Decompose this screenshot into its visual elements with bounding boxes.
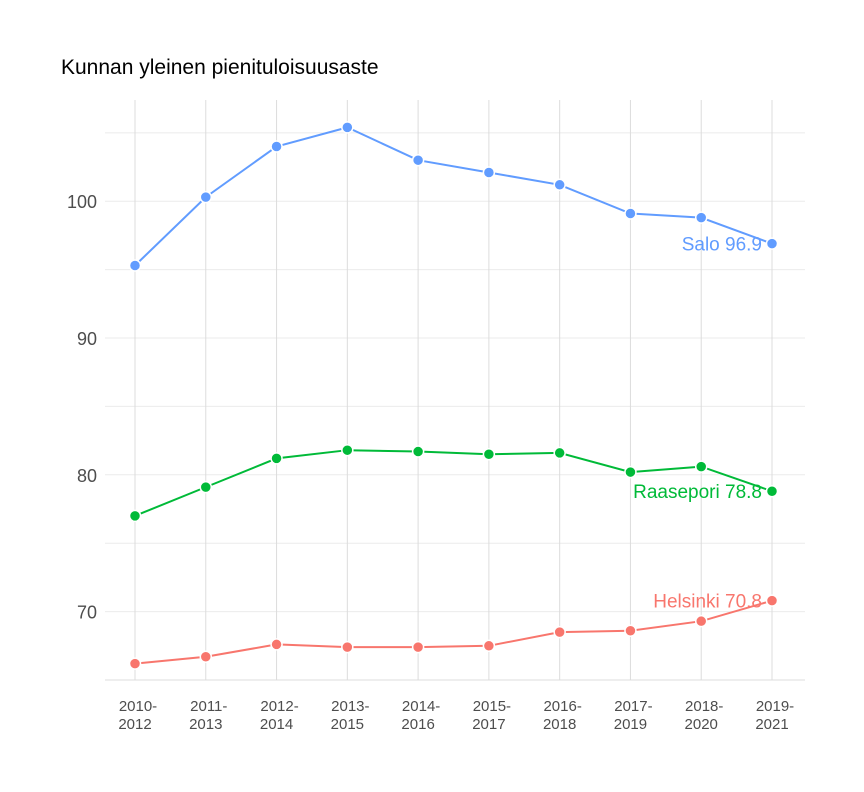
x-tick-label: 2016 (401, 716, 434, 733)
x-tick-label: 2016- (543, 698, 581, 715)
salo-point (270, 140, 283, 153)
helsinki-end-label: Helsinki 70.8 (653, 592, 762, 613)
helsinki-point (341, 640, 354, 654)
helsinki-point (482, 639, 496, 653)
x-tick-label: 2020 (685, 716, 718, 733)
helsinki-point (553, 625, 566, 639)
y-tick-label: 80 (77, 466, 97, 486)
helsinki-point (199, 650, 213, 663)
salo-point (482, 166, 496, 179)
salo-point (128, 259, 142, 272)
salo-end-label: Salo 96.9 (682, 235, 762, 256)
chart-title: Kunnan yleinen pienituloisuusaste (61, 56, 379, 79)
x-tick-label: 2013 (189, 716, 222, 733)
x-tick-label: 2019- (756, 698, 794, 715)
raasepori-end-label: Raasepori 78.8 (633, 482, 762, 503)
x-tick-label: 2019 (614, 716, 647, 733)
x-tick-label: 2014 (260, 716, 293, 733)
raasepori-point (128, 509, 142, 523)
helsinki-point (411, 640, 425, 654)
raasepori-point (341, 443, 354, 457)
x-tick-label: 2014- (402, 698, 440, 715)
salo-point (624, 207, 637, 220)
x-tick-label: 2015- (473, 698, 511, 715)
x-tick-label: 2017- (614, 698, 652, 715)
x-tick-label: 2012 (118, 716, 151, 733)
salo-point (765, 237, 779, 250)
x-tick-label: 2015 (331, 716, 364, 733)
y-tick-label: 90 (77, 329, 97, 349)
raasepori-point (199, 480, 213, 494)
salo-point (341, 121, 354, 134)
raasepori-point (624, 465, 637, 479)
salo-point (199, 190, 213, 204)
raasepori-point (411, 445, 425, 458)
x-tick-label: 2021 (755, 716, 788, 733)
salo-point (553, 178, 566, 192)
x-tick-label: 2010- (119, 698, 157, 715)
helsinki-point (270, 638, 283, 651)
x-tick-label: 2017 (472, 716, 505, 733)
helsinki-point (624, 624, 637, 638)
x-tick-label: 2011- (190, 698, 227, 715)
raasepori-point (270, 452, 283, 465)
x-tick-label: 2018- (685, 698, 723, 715)
raasepori-line (134, 449, 773, 517)
salo-line (134, 126, 773, 267)
raasepori-point (694, 460, 708, 473)
y-tick-label: 70 (77, 603, 97, 623)
helsinki-line (134, 599, 773, 665)
helsinki-point (765, 594, 779, 607)
helsinki-point (128, 657, 142, 670)
raasepori-point (765, 484, 779, 498)
x-tick-label: 2012- (260, 698, 298, 715)
raasepori-point (482, 448, 496, 461)
x-tick-label: 2018 (543, 716, 576, 733)
y-tick-label: 100 (67, 192, 97, 212)
salo-point (694, 211, 708, 224)
x-tick-label: 2013- (331, 698, 369, 715)
salo-point (411, 153, 425, 167)
helsinki-point (694, 614, 708, 628)
raasepori-point (553, 446, 566, 460)
